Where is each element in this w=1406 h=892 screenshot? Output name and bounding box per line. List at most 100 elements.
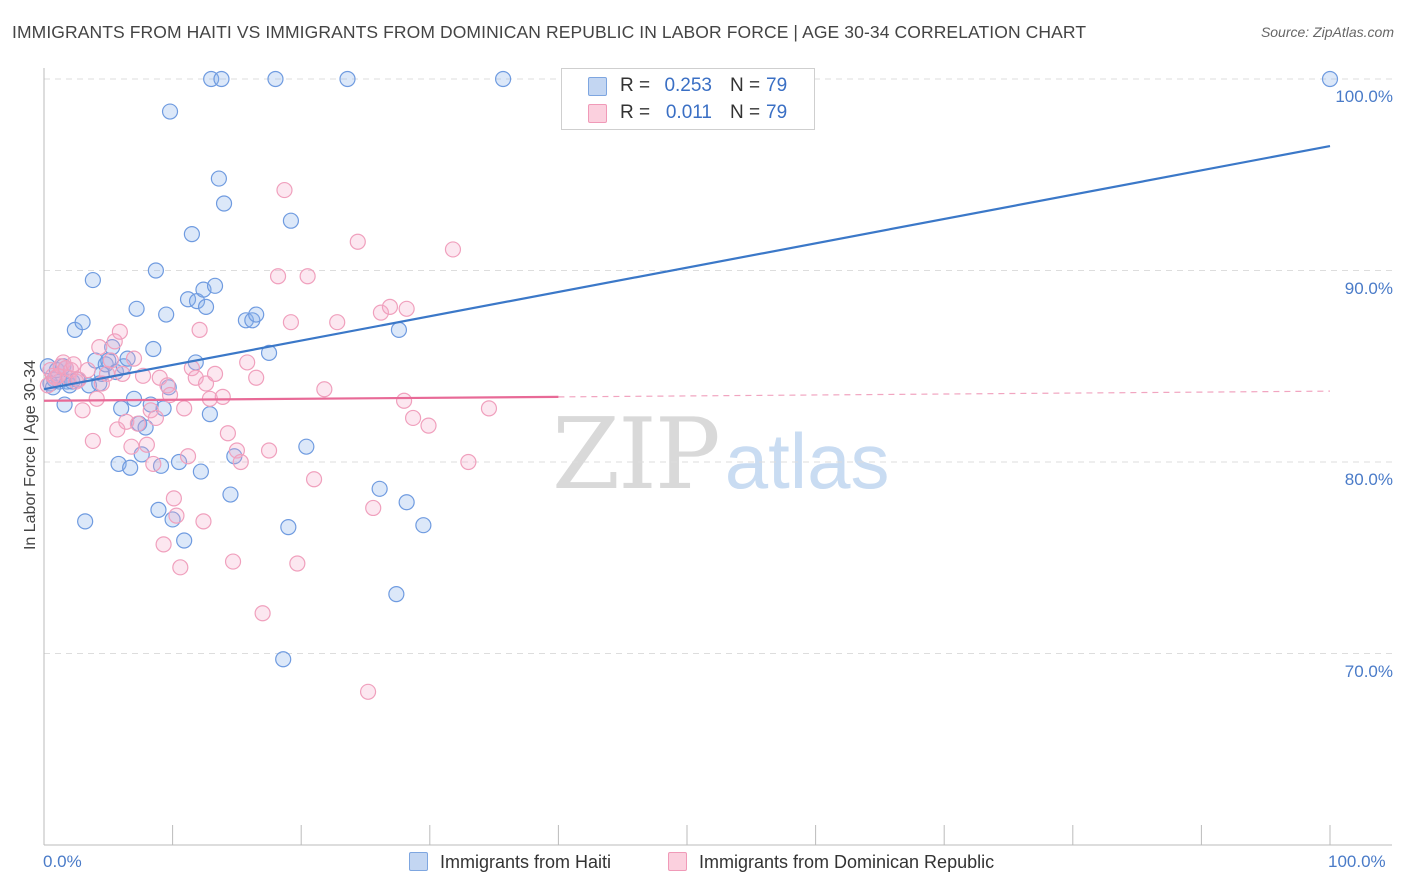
point-dominican [219, 425, 236, 442]
point-dominican [398, 300, 415, 317]
bottom-legend-dominican: Immigrants from Dominican Republic [668, 852, 994, 873]
point-haiti [210, 170, 227, 187]
point-dominican [123, 438, 140, 455]
point-dominican [206, 365, 224, 383]
point-dominican [329, 314, 346, 331]
point-dominican [224, 553, 242, 570]
point-dominican [372, 304, 390, 321]
trend-line-dominican-dashed [558, 390, 1331, 398]
bottom-legend-label-dominican: Immigrants from Dominican Republic [699, 852, 995, 872]
point-dominican [282, 314, 300, 331]
legend-n-value: 79 [766, 102, 788, 123]
watermark-atlas: atlas [724, 417, 890, 505]
point-dominican [232, 453, 249, 471]
y-tick-label: 70.0% [1344, 661, 1393, 681]
point-haiti [113, 400, 130, 417]
point-haiti [147, 262, 164, 279]
legend: R = 0.253 N = 79 R = 0.011 N = 79 [561, 68, 815, 130]
point-haiti [390, 321, 408, 338]
point-haiti [248, 306, 265, 323]
point-dominican [195, 513, 212, 530]
point-dominican [269, 268, 287, 285]
point-dominican [214, 388, 231, 405]
point-haiti [125, 390, 143, 407]
y-tick-label: 80.0% [1344, 470, 1393, 489]
point-haiti [183, 226, 200, 243]
point-haiti [415, 517, 432, 534]
point-haiti [339, 70, 356, 88]
point-dominican [84, 432, 101, 450]
point-haiti [237, 312, 255, 329]
x-tick-label-max: 100.0% [1328, 852, 1386, 871]
legend-n-label: N = [730, 75, 761, 96]
point-dominican [254, 605, 271, 622]
point-dominican [138, 436, 155, 453]
point-dominican [316, 381, 333, 398]
point-haiti [213, 70, 230, 88]
legend-n-value: 79 [766, 75, 788, 96]
point-dominican [159, 377, 176, 394]
legend-r-value: 0.011 [665, 102, 712, 123]
point-haiti [280, 519, 297, 536]
point-dominican [359, 683, 377, 700]
point-haiti [158, 306, 175, 323]
point-haiti [77, 513, 94, 530]
point-dominican [191, 321, 208, 338]
point-dominican [179, 448, 197, 465]
trend-line-dominican [43, 395, 559, 402]
point-haiti [74, 314, 91, 331]
point-haiti [192, 463, 209, 480]
x-tick-label-min: 0.0% [43, 852, 82, 871]
bottom-legend-label-haiti: Immigrants from Haiti [440, 852, 612, 872]
point-dominican [299, 268, 316, 285]
point-haiti [260, 344, 278, 361]
point-dominican [460, 453, 477, 471]
point-dominican [260, 442, 278, 459]
trend-line-haiti [43, 144, 1331, 391]
point-haiti [145, 340, 162, 358]
point-haiti [398, 494, 415, 511]
point-haiti [222, 486, 239, 503]
point-dominican [111, 323, 128, 340]
point-dominican [91, 339, 108, 356]
point-dominican [187, 369, 204, 386]
point-haiti [371, 480, 388, 497]
legend-swatch-dominican [588, 104, 607, 123]
legend-r-value: 0.253 [664, 75, 712, 96]
legend-n-label: N = [730, 102, 761, 123]
point-haiti [128, 300, 145, 317]
point-haiti [56, 396, 73, 413]
point-haiti [150, 501, 167, 518]
source-label: Source: ZipAtlas.com [1260, 24, 1394, 40]
point-dominican [168, 507, 185, 524]
legend-r-label: R = [620, 75, 651, 96]
point-dominican [404, 409, 422, 427]
point-haiti [275, 651, 292, 668]
point-haiti [122, 459, 139, 476]
point-dominican [125, 350, 143, 367]
point-dominican [106, 333, 123, 350]
point-haiti [282, 212, 300, 229]
point-dominican [172, 559, 189, 576]
point-dominican [102, 352, 119, 369]
point-haiti [170, 453, 188, 471]
point-haiti [161, 103, 179, 120]
point-dominican [145, 455, 162, 473]
y-tick-label: 90.0% [1344, 278, 1393, 298]
point-haiti [84, 271, 101, 289]
point-haiti [176, 532, 193, 549]
point-dominican [276, 181, 293, 199]
point-haiti [197, 298, 215, 315]
point-haiti [495, 70, 512, 88]
point-haiti [119, 350, 136, 367]
point-dominican [444, 241, 462, 258]
point-dominican [74, 402, 91, 419]
bottom-legend-haiti: Immigrants from Haiti [409, 852, 611, 873]
y-axis-label: In Labor Force | Age 30-34 [22, 359, 39, 551]
point-haiti [1321, 70, 1339, 88]
point-dominican [248, 369, 265, 386]
point-haiti [388, 586, 405, 603]
point-dominican [305, 471, 323, 488]
point-haiti [215, 195, 233, 212]
